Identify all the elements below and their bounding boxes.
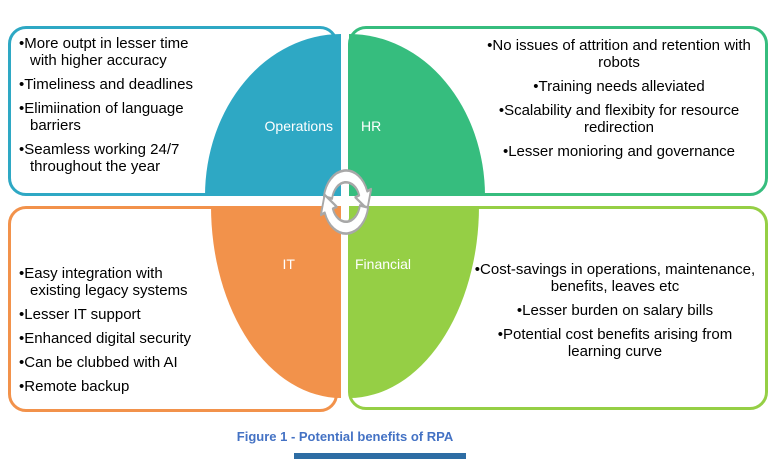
benefit-item: Cost-savings in operations, maintenance,… [471, 261, 759, 295]
it-quadrant: IT [211, 206, 341, 398]
figure-caption: Figure 1 - Potential benefits of RPA [236, 429, 454, 444]
benefit-item: Lesser monioring and governance [477, 143, 761, 160]
benefit-item: Remote backup [19, 378, 214, 395]
cycle-arrows-icon [316, 160, 376, 244]
it-quadrant-label: IT [282, 256, 295, 272]
benefit-item: Elimiination of language barriers [19, 100, 219, 134]
benefit-item: Timeliness and deadlines [19, 76, 219, 93]
financial-quadrant: Financial [349, 206, 479, 398]
hr-benefits-list: No issues of attrition and retention wit… [477, 37, 761, 167]
benefit-item: More outpt in lesser time with higher ac… [19, 35, 219, 69]
benefit-item: Lesser burden on salary bills [471, 302, 759, 319]
benefit-item: Easy integration with existing legacy sy… [19, 265, 214, 299]
benefit-item: Seamless working 24/7 throughout the yea… [19, 141, 219, 175]
benefit-item: Scalability and flexibity for resource r… [477, 102, 761, 136]
operations-quadrant-label: Operations [264, 118, 333, 134]
it-benefits-list: Easy integration with existing legacy sy… [19, 265, 214, 402]
benefit-item: Can be clubbed with AI [19, 354, 214, 371]
benefit-item: Enhanced digital security [19, 330, 214, 347]
financial-benefits-list: Cost-savings in operations, maintenance,… [471, 261, 759, 367]
hr-quadrant-label: HR [361, 118, 382, 134]
benefit-item: Potential cost benefits arising from lea… [471, 326, 759, 360]
benefit-item: No issues of attrition and retention wit… [477, 37, 761, 71]
cropped-element-edge [294, 453, 466, 459]
benefit-item: Lesser IT support [19, 306, 214, 323]
benefit-item: Training needs alleviated [477, 78, 761, 95]
operations-benefits-list: More outpt in lesser time with higher ac… [19, 35, 219, 182]
financial-quadrant-label: Financial [355, 256, 412, 272]
